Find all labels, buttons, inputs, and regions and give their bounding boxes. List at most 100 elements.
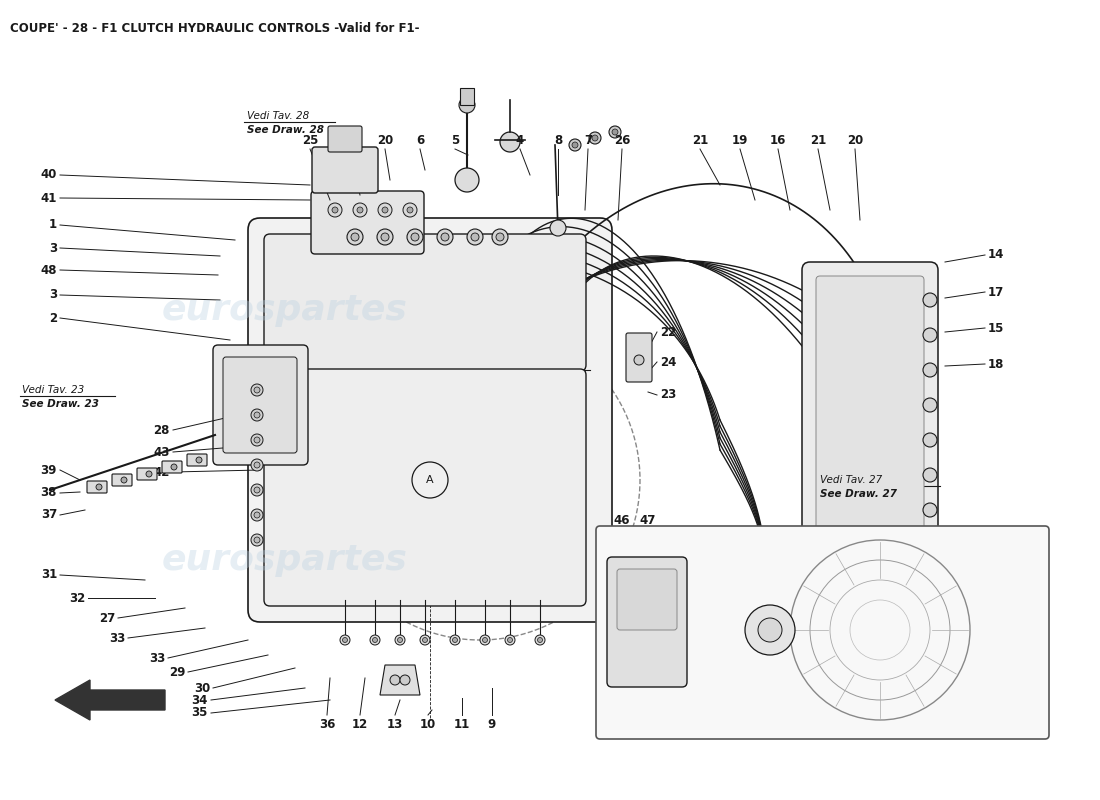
Text: 43: 43 — [154, 446, 170, 458]
FancyBboxPatch shape — [264, 369, 586, 606]
FancyBboxPatch shape — [607, 557, 688, 687]
Circle shape — [923, 468, 937, 482]
Text: 6: 6 — [416, 134, 425, 147]
Text: 48: 48 — [41, 263, 57, 277]
Circle shape — [550, 220, 566, 236]
Text: See Draw. 23: See Draw. 23 — [22, 399, 99, 409]
FancyBboxPatch shape — [223, 357, 297, 453]
Circle shape — [609, 126, 622, 138]
FancyBboxPatch shape — [138, 468, 157, 480]
Text: 30: 30 — [194, 682, 210, 694]
Text: 19: 19 — [732, 134, 748, 147]
FancyBboxPatch shape — [87, 481, 107, 493]
Circle shape — [923, 433, 937, 447]
Text: 38: 38 — [41, 486, 57, 499]
Circle shape — [483, 638, 487, 642]
Text: 44: 44 — [676, 720, 693, 733]
Circle shape — [412, 462, 448, 498]
Circle shape — [358, 207, 363, 213]
Text: 9: 9 — [488, 718, 496, 731]
Circle shape — [612, 129, 618, 135]
FancyBboxPatch shape — [328, 126, 362, 152]
Circle shape — [480, 635, 490, 645]
Circle shape — [422, 638, 428, 642]
Circle shape — [588, 132, 601, 144]
Circle shape — [407, 207, 412, 213]
Circle shape — [407, 229, 424, 245]
Text: Vedi Tav. 23: Vedi Tav. 23 — [22, 385, 85, 395]
Circle shape — [496, 233, 504, 241]
Text: 11: 11 — [454, 718, 470, 731]
Circle shape — [505, 635, 515, 645]
Circle shape — [346, 229, 363, 245]
Circle shape — [373, 638, 377, 642]
FancyBboxPatch shape — [311, 191, 424, 254]
FancyBboxPatch shape — [264, 234, 586, 371]
Circle shape — [395, 635, 405, 645]
FancyBboxPatch shape — [802, 262, 938, 588]
Circle shape — [121, 477, 126, 483]
Text: 13: 13 — [387, 718, 403, 731]
Circle shape — [254, 537, 260, 543]
Text: 20: 20 — [377, 134, 393, 147]
FancyBboxPatch shape — [816, 276, 924, 574]
Circle shape — [923, 328, 937, 342]
Text: 21: 21 — [692, 134, 708, 147]
Circle shape — [328, 203, 342, 217]
Text: 41: 41 — [41, 191, 57, 205]
Text: A: A — [426, 475, 433, 485]
Text: 35: 35 — [191, 706, 208, 719]
Circle shape — [370, 635, 379, 645]
Text: 29: 29 — [168, 666, 185, 678]
Circle shape — [923, 398, 937, 412]
FancyBboxPatch shape — [187, 454, 207, 466]
Circle shape — [538, 638, 542, 642]
Text: 47: 47 — [640, 514, 657, 527]
Text: 18: 18 — [988, 358, 1004, 370]
Text: 33: 33 — [109, 631, 125, 645]
Circle shape — [342, 638, 348, 642]
Circle shape — [390, 675, 400, 685]
Circle shape — [492, 229, 508, 245]
Circle shape — [592, 135, 598, 141]
Circle shape — [340, 635, 350, 645]
Text: 22: 22 — [660, 326, 676, 338]
Polygon shape — [55, 680, 165, 720]
Text: Vedi Tav. 28: Vedi Tav. 28 — [248, 111, 309, 121]
Circle shape — [745, 605, 795, 655]
Circle shape — [450, 635, 460, 645]
Circle shape — [251, 434, 263, 446]
Text: 8: 8 — [554, 134, 562, 147]
Circle shape — [251, 534, 263, 546]
Circle shape — [468, 229, 483, 245]
Text: 34: 34 — [191, 694, 208, 706]
Text: eurospartes: eurospartes — [162, 293, 408, 327]
Text: 14: 14 — [988, 249, 1004, 262]
Circle shape — [411, 233, 419, 241]
Text: 10: 10 — [420, 718, 436, 731]
Circle shape — [400, 675, 410, 685]
Text: 31: 31 — [41, 569, 57, 582]
Circle shape — [254, 512, 260, 518]
Circle shape — [403, 203, 417, 217]
Text: Vedi Tav. 27: Vedi Tav. 27 — [820, 475, 882, 485]
Circle shape — [441, 233, 449, 241]
Circle shape — [332, 207, 338, 213]
FancyBboxPatch shape — [162, 461, 182, 473]
Text: 32: 32 — [68, 591, 85, 605]
FancyBboxPatch shape — [112, 474, 132, 486]
Text: 24: 24 — [660, 355, 676, 369]
Text: 25: 25 — [301, 134, 318, 147]
Text: 21: 21 — [340, 134, 356, 147]
Circle shape — [572, 142, 578, 148]
Circle shape — [254, 462, 260, 468]
Text: eurospartes: eurospartes — [162, 543, 408, 577]
Circle shape — [455, 168, 478, 192]
Text: 28: 28 — [154, 423, 170, 437]
Circle shape — [437, 229, 453, 245]
Circle shape — [634, 355, 643, 365]
Circle shape — [146, 471, 152, 477]
Circle shape — [500, 132, 520, 152]
Text: 15: 15 — [988, 322, 1004, 334]
Circle shape — [420, 635, 430, 645]
